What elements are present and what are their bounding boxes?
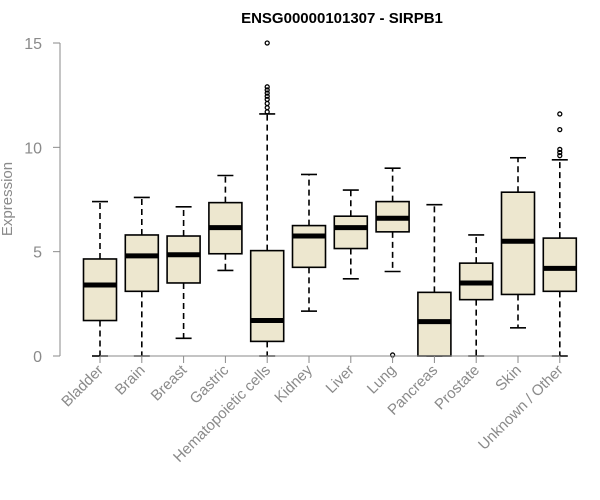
box-iqr: [417, 291, 452, 357]
y-tick-label: 5: [33, 245, 42, 262]
box-bladder: [82, 200, 118, 357]
box-pancreas: [417, 203, 452, 357]
x-tick-label: Liver: [323, 362, 358, 397]
x-tick-label: Skin: [492, 362, 525, 395]
outlier-point: [557, 149, 563, 156]
box-iqr: [542, 237, 578, 293]
outlier-point: [264, 105, 270, 111]
outlier-point: [264, 87, 270, 93]
box-lung: [375, 167, 410, 358]
y-axis-label: Expression: [0, 162, 16, 236]
outlier-point: [264, 109, 270, 115]
box-hematopoietic-cells: [249, 40, 285, 357]
box-iqr: [291, 224, 327, 269]
box-iqr: [82, 258, 118, 322]
box-kidney: [291, 173, 327, 312]
outlier-point: [264, 90, 270, 96]
box-iqr: [166, 235, 201, 284]
box-brain: [124, 196, 160, 357]
outlier-point: [264, 84, 270, 90]
outlier-point: [264, 93, 270, 99]
box-gastric: [208, 174, 243, 272]
chart-title: ENSG00000101307 - SIRPB1: [241, 10, 443, 27]
outlier-point: [264, 40, 270, 46]
outlier-point: [557, 153, 563, 159]
x-tick-label: Brain: [112, 362, 149, 399]
box-iqr: [333, 215, 369, 250]
box-iqr: [124, 234, 160, 293]
outlier-point: [264, 96, 270, 102]
box-unknown-other: [542, 111, 578, 357]
x-tick-label: Prostate: [431, 362, 483, 414]
box-breast: [166, 206, 201, 340]
box-skin: [500, 156, 536, 329]
plot-area: [82, 40, 578, 358]
outlier-point: [557, 126, 563, 133]
box-prostate: [458, 234, 494, 357]
box-iqr: [249, 249, 285, 343]
y-tick-label: 0: [33, 349, 42, 366]
box-liver: [333, 189, 369, 280]
outlier-point: [557, 111, 563, 117]
outlier-point: [264, 100, 270, 107]
y-tick-label: 15: [24, 36, 42, 53]
x-tick-label: Breast: [148, 361, 191, 404]
x-tick-label: Kidney: [271, 361, 316, 406]
y-tick-label: 10: [24, 140, 42, 157]
y-axis-ticks: 0 5 10 15: [24, 36, 60, 366]
x-tick-label: Bladder: [58, 362, 107, 411]
outlier-point: [557, 146, 563, 153]
x-tick-label: Lung: [364, 362, 400, 398]
